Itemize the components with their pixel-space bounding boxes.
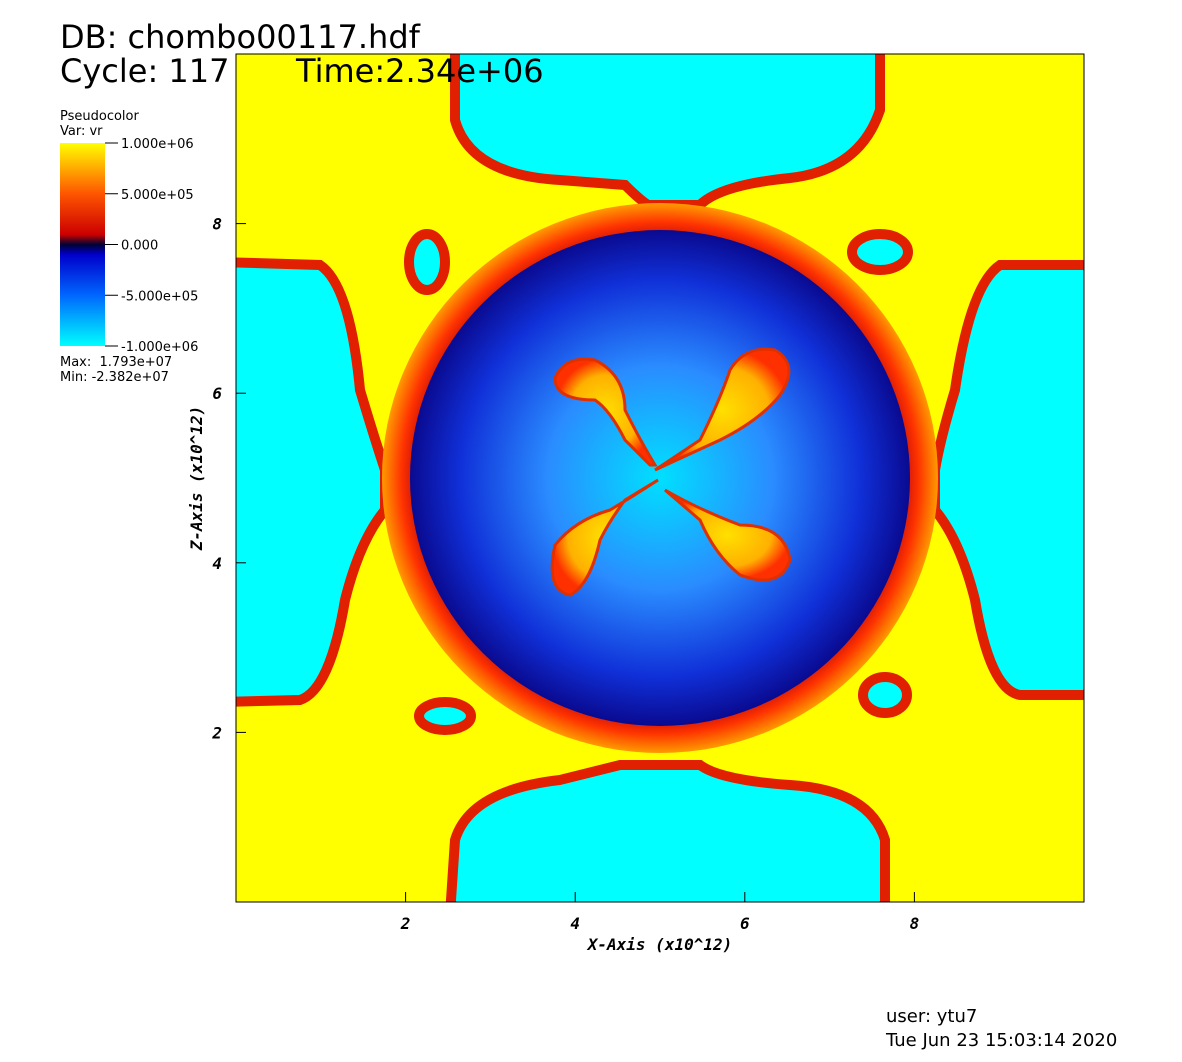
colorbar <box>60 143 105 346</box>
legend-title: Pseudocolor <box>60 109 139 124</box>
time: Time:2.34e+06 <box>295 52 544 90</box>
lobe <box>553 357 658 467</box>
field <box>236 54 1084 902</box>
y-tick-label: 2 <box>211 723 222 742</box>
colorbar-tick-label: -5.000e+05 <box>121 289 198 304</box>
plot-frame <box>235 53 1085 903</box>
legend-max: Max: 1.793e+07 <box>60 355 172 370</box>
lobe <box>654 347 791 472</box>
blob <box>847 229 913 275</box>
x-axis-label: X-Axis (x10^12) <box>586 935 733 954</box>
y-axis-label: Z-Axis (x10^12) <box>187 406 206 552</box>
region-bottom <box>445 760 890 902</box>
date: Tue Jun 23 15:03:14 2020 <box>885 1030 1117 1051</box>
y-tick-label: 8 <box>212 215 222 234</box>
colorbar-tick-label: 5.000e+05 <box>121 188 194 203</box>
legend-variable: Var: vr <box>60 124 103 139</box>
db-title: DB: chombo00117.hdf <box>60 18 421 56</box>
colorbar-tick-label: -1.000e+06 <box>121 340 198 355</box>
x-tick-label: 4 <box>570 914 580 933</box>
blob <box>858 672 912 718</box>
core <box>410 230 910 726</box>
colorbar-tick-label: 1.000e+06 <box>121 137 194 152</box>
legend-min: Min: -2.382e+07 <box>60 370 169 385</box>
x-tick-label: 8 <box>910 914 920 933</box>
blob <box>414 697 476 735</box>
colorbar-tick-label: 0.000 <box>121 239 158 254</box>
region-top <box>450 54 885 210</box>
y-tick-label: 4 <box>212 554 222 573</box>
y-tick-label: 6 <box>212 384 222 403</box>
x-tick-label: 6 <box>740 914 750 933</box>
blob <box>404 229 450 295</box>
lobe <box>664 488 792 582</box>
lobes <box>550 347 792 597</box>
user: user: ytu7 <box>886 1006 977 1027</box>
x-tick-label: 2 <box>400 914 411 933</box>
cycle: Cycle: 117 <box>60 52 229 90</box>
lobe <box>550 478 659 597</box>
